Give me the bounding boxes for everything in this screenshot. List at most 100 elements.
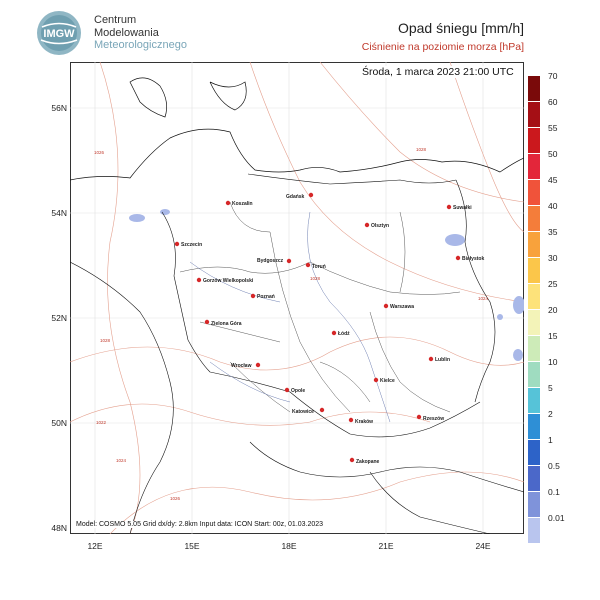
city-lodz: Łódź bbox=[331, 330, 350, 337]
model-info: Model: COSMO 5.05 Grid dx/dy: 2.8km Inpu… bbox=[74, 521, 326, 528]
colorbar-label: 50 bbox=[548, 149, 558, 159]
svg-text:Koszalin: Koszalin bbox=[232, 201, 253, 207]
city-markers: Gdańsk Koszalin Suwałki Olsztyn Szczecin… bbox=[174, 192, 484, 465]
map-svg: Gdańsk Koszalin Suwałki Olsztyn Szczecin… bbox=[69, 61, 525, 535]
city-rzeszow: Rzeszów bbox=[416, 414, 444, 422]
lon-tick: 21E bbox=[378, 541, 394, 551]
lat-tick: 52N bbox=[51, 313, 67, 323]
city-zielona-gora: Zielona Góra bbox=[204, 319, 242, 327]
colorbar-label: 10 bbox=[548, 357, 558, 367]
svg-text:Bydgoszcz: Bydgoszcz bbox=[257, 258, 284, 264]
city-wroclaw: Wrocław bbox=[231, 362, 261, 369]
colorbar-segment bbox=[528, 336, 540, 362]
city-bialystok: Białystok bbox=[455, 255, 484, 262]
svg-text:Olsztyn: Olsztyn bbox=[371, 223, 389, 229]
lon-tick: 12E bbox=[87, 541, 103, 551]
logo-text: IMGW bbox=[43, 28, 75, 40]
colorbar-segment bbox=[528, 466, 540, 492]
city-zakopane: Zakopane bbox=[349, 457, 380, 465]
colorbar-label: 0.1 bbox=[548, 487, 560, 497]
map-title: Opad śniegu [mm/h] bbox=[397, 20, 524, 36]
isobar-label: 1026 bbox=[94, 150, 105, 155]
regional-borders bbox=[179, 201, 461, 413]
lon-tick: 15E bbox=[184, 541, 200, 551]
colorbar-label: 2 bbox=[548, 409, 553, 419]
city-suwalki: Suwałki bbox=[446, 204, 472, 211]
colorbar-label: 1 bbox=[548, 435, 553, 445]
colorbar-label: 5 bbox=[548, 383, 553, 393]
svg-text:Gorzów Wielkopolski: Gorzów Wielkopolski bbox=[203, 278, 254, 284]
imgw-logo: IMGW bbox=[36, 10, 82, 56]
city-gdansk: Gdańsk bbox=[286, 192, 314, 200]
colorbar-segment bbox=[528, 362, 540, 388]
svg-text:Łódź: Łódź bbox=[338, 331, 350, 337]
colorbar-label: 40 bbox=[548, 201, 558, 211]
svg-text:Zakopane: Zakopane bbox=[356, 459, 380, 465]
graticule bbox=[70, 62, 524, 534]
colorbar bbox=[528, 76, 540, 544]
svg-text:Gdańsk: Gdańsk bbox=[286, 194, 305, 200]
svg-text:Zielona Góra: Zielona Góra bbox=[211, 321, 242, 327]
isobar-labels: 1026 1028 1028 1028 1024 1022 1024 1026 bbox=[94, 147, 489, 501]
colorbar-segment bbox=[528, 258, 540, 284]
colorbar-label: 0.01 bbox=[548, 513, 565, 523]
colorbar-segment bbox=[528, 128, 540, 154]
lon-tick: 24E bbox=[475, 541, 491, 551]
city-szczecin: Szczecin bbox=[174, 241, 202, 248]
city-torun: Toruń bbox=[305, 262, 326, 270]
city-gorzow: Gorzów Wielkopolski bbox=[196, 277, 254, 284]
svg-text:Poznań: Poznań bbox=[257, 294, 275, 300]
colorbar-segment bbox=[528, 492, 540, 518]
city-opole: Opole bbox=[284, 387, 305, 394]
lat-tick: 50N bbox=[51, 418, 67, 428]
svg-text:Lublin: Lublin bbox=[435, 357, 450, 363]
svg-text:Rzeszów: Rzeszów bbox=[423, 416, 444, 422]
isobars bbox=[69, 61, 525, 535]
institution-name: Centrum Modelowania Meteorologicznego bbox=[94, 14, 187, 52]
lat-tick: 56N bbox=[51, 103, 67, 113]
coastline bbox=[69, 77, 525, 181]
colorbar-segment bbox=[528, 518, 540, 544]
isobar-label: 1026 bbox=[170, 496, 181, 501]
city-warszawa: Warszawa bbox=[383, 303, 414, 310]
colorbar-label: 35 bbox=[548, 227, 558, 237]
svg-text:Wrocław: Wrocław bbox=[231, 363, 252, 369]
isobar-label: 1022 bbox=[96, 420, 107, 425]
colorbar-segment bbox=[528, 206, 540, 232]
institution-line2: Modelowania bbox=[94, 26, 159, 39]
city-olsztyn: Olsztyn bbox=[364, 222, 389, 229]
svg-text:Białystok: Białystok bbox=[462, 256, 484, 262]
colorbar-label: 60 bbox=[548, 97, 558, 107]
institution-line1: Centrum bbox=[94, 14, 137, 26]
colorbar-segment bbox=[528, 154, 540, 180]
colorbar-label: 25 bbox=[548, 279, 558, 289]
forecast-datetime: Środa, 1 marca 2023 21:00 UTC bbox=[360, 66, 516, 78]
colorbar-label: 20 bbox=[548, 305, 558, 315]
map-panel: Gdańsk Koszalin Suwałki Olsztyn Szczecin… bbox=[69, 61, 525, 535]
city-kielce: Kielce bbox=[373, 377, 395, 384]
colorbar-label: 70 bbox=[548, 71, 558, 81]
lakes bbox=[129, 209, 525, 361]
svg-text:Katowice: Katowice bbox=[292, 409, 314, 415]
svg-text:Kraków: Kraków bbox=[355, 419, 373, 425]
map-subtitle: Ciśnienie na poziomie morza [hPa] bbox=[361, 41, 524, 53]
colorbar-segment bbox=[528, 76, 540, 102]
svg-text:Opole: Opole bbox=[291, 388, 305, 394]
svg-text:Toruń: Toruń bbox=[312, 264, 326, 270]
isobar-label: 1028 bbox=[310, 276, 321, 281]
svg-text:Suwałki: Suwałki bbox=[453, 205, 472, 211]
colorbar-label: 45 bbox=[548, 175, 558, 185]
colorbar-segment bbox=[528, 440, 540, 466]
city-bydgoszcz: Bydgoszcz bbox=[257, 258, 292, 264]
city-lublin: Lublin bbox=[428, 356, 450, 363]
colorbar-segment bbox=[528, 102, 540, 128]
colorbar-label: 0.5 bbox=[548, 461, 560, 471]
lat-tick: 48N bbox=[51, 523, 67, 533]
colorbar-label: 30 bbox=[548, 253, 558, 263]
svg-text:Kielce: Kielce bbox=[380, 378, 395, 384]
country-borders bbox=[69, 173, 525, 535]
colorbar-segment bbox=[528, 232, 540, 258]
colorbar-segment bbox=[528, 388, 540, 414]
isobar-label: 1028 bbox=[416, 147, 427, 152]
colorbar-segment bbox=[528, 180, 540, 206]
